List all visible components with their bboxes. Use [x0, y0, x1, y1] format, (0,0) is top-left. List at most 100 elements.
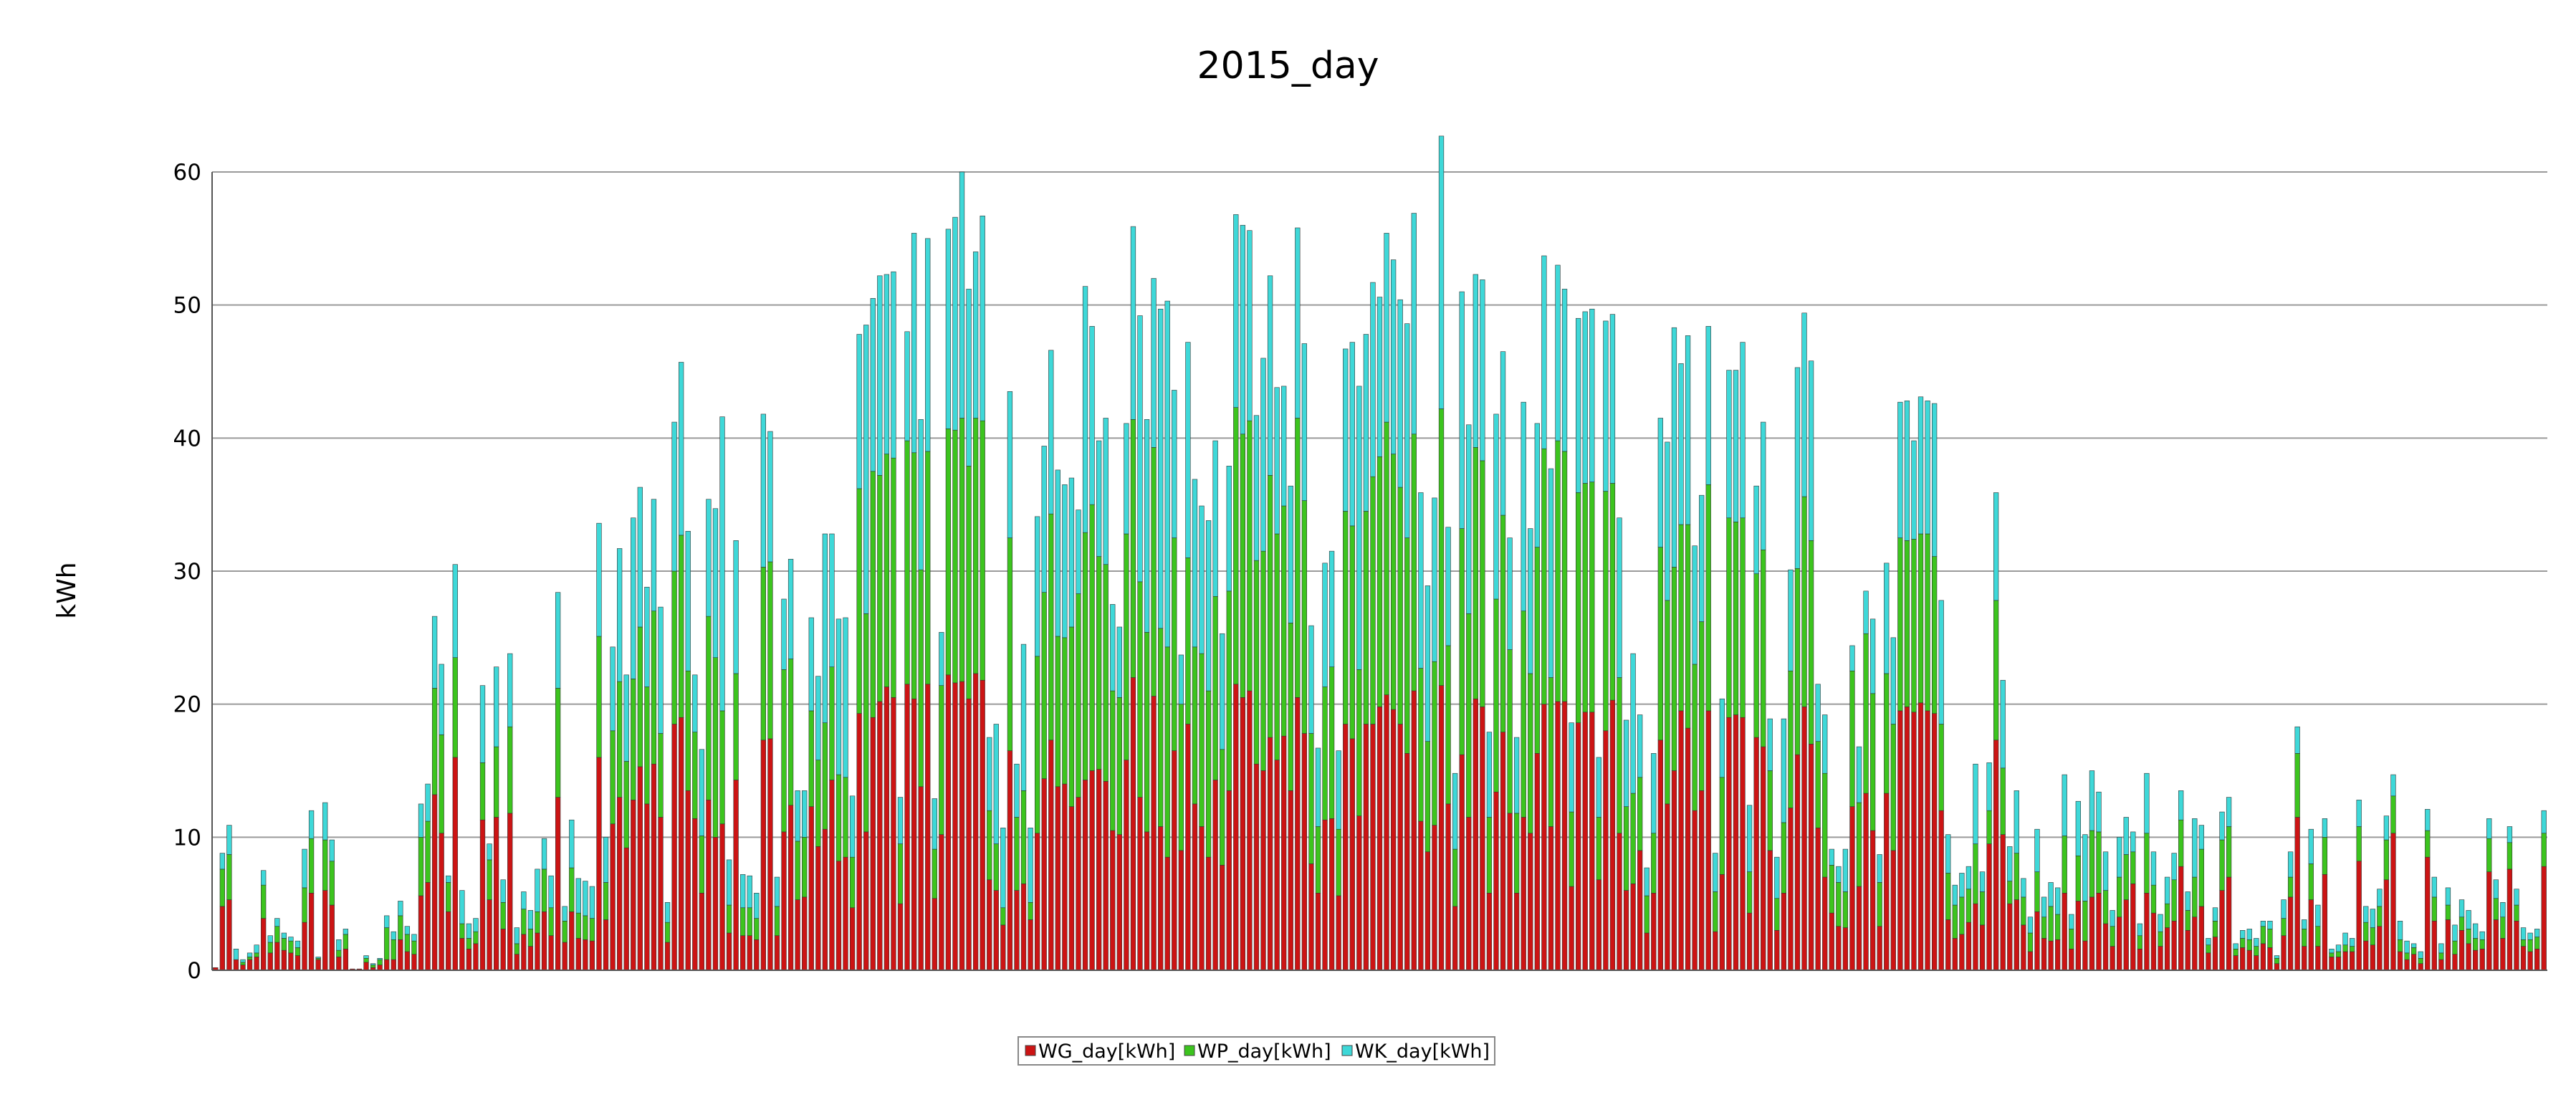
- bar-wp-day-339: [2527, 939, 2533, 952]
- bar-wk-day-51: [555, 592, 561, 689]
- bar-wp-day-34: [439, 735, 444, 834]
- bar-wg-day-308: [2315, 946, 2321, 971]
- bar-wk-day-88: [808, 617, 814, 712]
- bar-wk-day-248: [1904, 401, 1910, 541]
- bar-wp-day-217: [1692, 664, 1698, 811]
- bar-wk-day-99: [884, 274, 890, 454]
- bar-wp-day-106: [932, 848, 937, 899]
- bar-wk-day-50: [548, 875, 554, 909]
- bar-wk-day-180: [1438, 135, 1445, 409]
- bar-wk-day-173: [1390, 259, 1397, 454]
- bar-wg-day-316: [2370, 944, 2375, 971]
- bar-wp-day-52: [562, 921, 568, 943]
- bar-wg-day-278: [2110, 946, 2115, 971]
- bar-wp-day-265: [2021, 896, 2026, 926]
- bar-wg-day-154: [1260, 770, 1266, 971]
- bar-wg-day-72: [699, 893, 704, 971]
- bar-wg-day-177: [1418, 820, 1424, 971]
- bar-wk-day-41: [487, 843, 492, 861]
- bar-wg-day-300: [2260, 943, 2266, 971]
- bar-wp-day-143: [1185, 558, 1191, 724]
- bar-wk-day-251: [1925, 401, 1930, 535]
- bar-wg-day-275: [2089, 896, 2095, 971]
- bar-wp-day-208: [1630, 793, 1636, 884]
- bar-wg-day-28: [398, 939, 403, 971]
- bar-wk-day-141: [1172, 390, 1177, 538]
- bar-wg-day-133: [1116, 834, 1122, 971]
- bar-wg-day-4: [233, 959, 239, 971]
- bar-wg-day-136: [1137, 797, 1143, 971]
- bar-wp-day-161: [1308, 733, 1314, 864]
- bar-wk-day-328: [2452, 924, 2458, 942]
- bar-wp-day-169: [1363, 511, 1369, 724]
- bar-wp-day-198: [1561, 451, 1568, 702]
- bar-wp-day-53: [569, 867, 575, 912]
- bar-wp-day-33: [431, 688, 438, 795]
- bar-wp-day-302: [2274, 957, 2280, 965]
- bar-wg-day-201: [1582, 712, 1588, 971]
- bar-wk-day-303: [2281, 899, 2287, 919]
- bar-wk-day-282: [2137, 923, 2142, 937]
- bar-wk-day-209: [1637, 714, 1643, 778]
- bar-wk-day-201: [1582, 311, 1588, 484]
- bar-wk-day-168: [1356, 386, 1362, 670]
- bar-wk-day-194: [1534, 423, 1540, 547]
- bar-wg-day-260: [1986, 843, 1992, 971]
- bar-wg-day-54: [575, 938, 581, 971]
- bar-wg-day-302: [2274, 963, 2280, 971]
- bar-wp-day-183: [1459, 528, 1465, 755]
- bar-wg-day-55: [583, 939, 588, 971]
- bar-wp-day-55: [583, 915, 588, 940]
- bar-wg-day-252: [1931, 713, 1938, 971]
- bar-wk-day-316: [2370, 909, 2375, 928]
- bar-wg-day-319: [2390, 833, 2396, 971]
- bar-wg-day-59: [610, 823, 616, 971]
- bar-wp-day-283: [2144, 833, 2150, 894]
- bar-wp-day-289: [2185, 910, 2190, 931]
- bar-wg-day-58: [603, 919, 609, 971]
- bar-wk-day-25: [377, 957, 383, 960]
- bar-wg-day-123: [1048, 740, 1054, 971]
- bar-wg-day-186: [1480, 707, 1485, 971]
- bar-wg-day-208: [1630, 884, 1636, 971]
- bar-wg-day-185: [1473, 698, 1478, 971]
- bar-wk-day-192: [1521, 401, 1526, 612]
- bar-wk-day-320: [2397, 921, 2403, 940]
- bar-wk-day-221: [1719, 698, 1725, 778]
- bar-wk-day-292: [2206, 938, 2211, 946]
- bar-wp-day-216: [1685, 524, 1691, 729]
- bar-wk-day-299: [2254, 938, 2259, 947]
- axes: [211, 172, 2547, 971]
- bar-wk-day-123: [1048, 350, 1054, 515]
- bar-wg-day-189: [1500, 732, 1506, 971]
- bar-wg-day-119: [1020, 884, 1027, 971]
- bar-wp-day-103: [911, 452, 917, 699]
- bar-wg-day-310: [2329, 957, 2335, 971]
- bar-wk-day-15: [308, 810, 315, 839]
- bar-wg-day-320: [2397, 951, 2403, 971]
- bar-wg-day-284: [2150, 912, 2157, 971]
- bar-wk-day-262: [2000, 679, 2006, 769]
- bar-wp-day-85: [787, 659, 794, 806]
- bar-wk-day-172: [1384, 233, 1389, 423]
- bar-wg-day-285: [2158, 946, 2163, 971]
- bar-wg-day-315: [2363, 940, 2369, 971]
- bar-wg-day-184: [1466, 817, 1472, 971]
- bar-wg-day-330: [2466, 943, 2471, 971]
- bar-wg-day-243: [1869, 830, 1876, 971]
- bar-wg-day-166: [1343, 724, 1349, 971]
- bar-wp-day-177: [1418, 668, 1424, 822]
- bar-wk-day-2: [219, 853, 225, 870]
- bar-wg-day-198: [1561, 701, 1568, 971]
- bar-wk-day-265: [2021, 878, 2026, 898]
- bar-wp-day-286: [2164, 903, 2170, 928]
- bar-wp-day-166: [1343, 511, 1349, 724]
- bar-wk-day-317: [2377, 889, 2383, 907]
- bar-wp-day-126: [1068, 626, 1075, 807]
- bar-wp-day-181: [1445, 645, 1451, 805]
- bar-wk-day-290: [2192, 818, 2198, 878]
- bar-wg-day-306: [2302, 946, 2307, 971]
- bar-wg-day-116: [1000, 924, 1006, 971]
- bar-wg-day-187: [1486, 893, 1493, 971]
- bar-wk-day-159: [1295, 227, 1301, 418]
